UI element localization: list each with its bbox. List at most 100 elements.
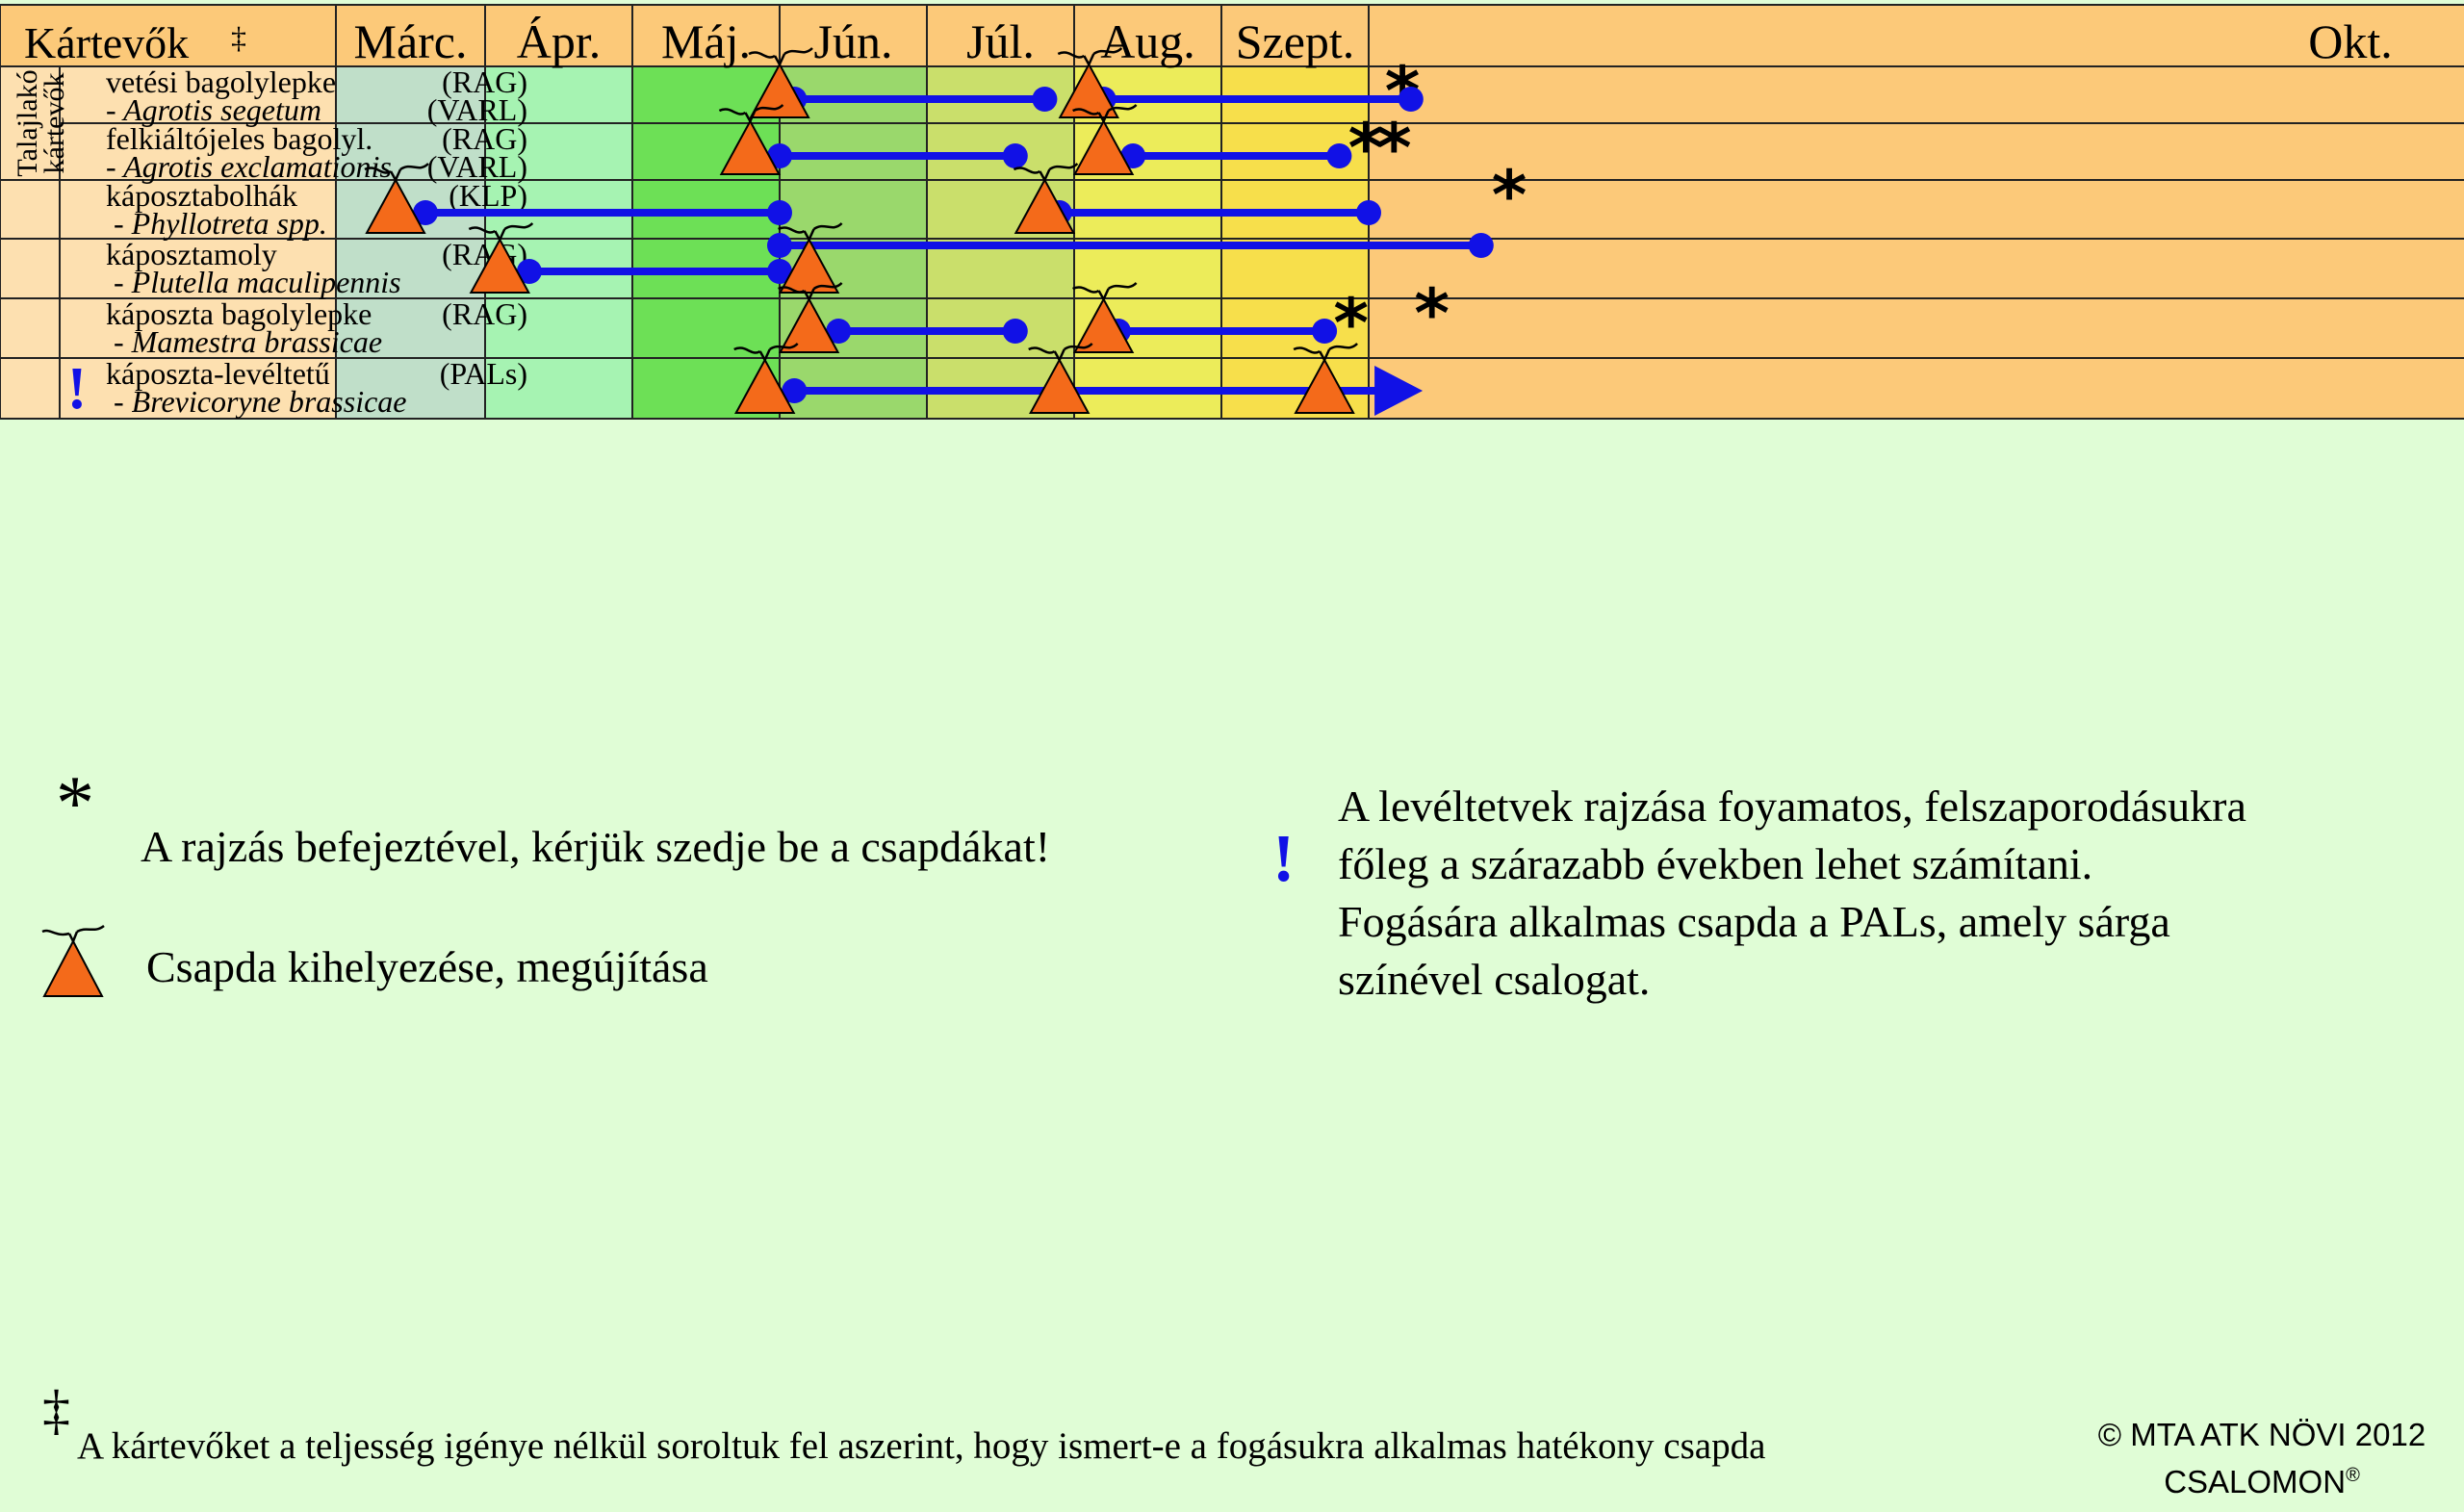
copyright-line-1: © MTA ATK NÖVI 2012 xyxy=(2097,1417,2426,1452)
bar-start-dot xyxy=(767,233,792,258)
month-column-8 xyxy=(1369,66,2464,419)
bar-end-dot xyxy=(1356,200,1381,225)
trap-icon xyxy=(1057,47,1123,118)
trap-hanger xyxy=(718,104,784,122)
pest-latin-name: - Mamestra brassicae xyxy=(114,324,382,359)
trap-icon xyxy=(1072,104,1138,175)
bar-end-dot xyxy=(1002,143,1028,168)
trap-type-1: (PALs) xyxy=(440,356,527,391)
month-label: Ápr. xyxy=(517,14,602,68)
legend-exclaim-line-3: Fogására alkalmas csapda a PALs, amely s… xyxy=(1338,897,2170,946)
trap-type-2: (VARL) xyxy=(427,149,527,184)
legend-exclaim-line-2: főleg a szárazabb években lehet számítan… xyxy=(1338,839,2093,888)
trap-body xyxy=(734,357,796,414)
bar-start-dot xyxy=(782,378,808,403)
copyright-line-2: CSALOMON® xyxy=(2069,1455,2454,1502)
pest-latin-name: - Brevicoryne brassicae xyxy=(114,384,406,419)
trap-hanger xyxy=(733,343,799,361)
month-column-1 xyxy=(336,66,485,419)
trap-icon xyxy=(1013,163,1079,234)
trap-body xyxy=(1294,357,1355,414)
month-label: Márc. xyxy=(354,14,468,68)
pest-name: káposztamoly xyxy=(106,237,277,271)
pest-name: káposzta-levéltetű xyxy=(106,356,330,391)
copyright-brand: CSALOMON xyxy=(2164,1464,2347,1499)
legend-exclaim-icon: ! xyxy=(1272,822,1296,896)
trap-hanger xyxy=(778,222,843,241)
bar-end-dot xyxy=(1468,233,1494,258)
legend-asterisk-text: A rajzás befejeztével, kérjük szedje be … xyxy=(141,822,1051,871)
pest-latin-name: - Agrotis segetum xyxy=(106,92,321,127)
month-label: Szept. xyxy=(1236,14,1355,68)
trap-type-1: (KLP) xyxy=(449,178,527,213)
pest-latin-name: - Phyllotreta spp. xyxy=(114,206,327,241)
month-label: Jún. xyxy=(814,14,893,68)
trap-body xyxy=(1072,296,1135,353)
trap-type-1: (RAG) xyxy=(442,64,527,99)
trap-icon xyxy=(364,163,429,234)
trap-body xyxy=(1014,177,1076,234)
trap-icon xyxy=(1293,343,1358,414)
chart-title: Kártevők xyxy=(24,18,189,67)
trap-hanger xyxy=(1057,47,1123,65)
pest-latin-name: - Agrotis exclamationis xyxy=(106,149,392,184)
pest-latin-name: - Plutella maculipennis xyxy=(114,265,401,299)
end-of-flight-asterisk: * xyxy=(1414,274,1450,353)
month-label: Máj. xyxy=(661,14,751,68)
end-of-flight-asterisk: * xyxy=(1376,109,1412,188)
trap-hanger xyxy=(1072,282,1138,300)
bar-end-dot xyxy=(1398,87,1424,112)
trap-body xyxy=(719,118,782,175)
bar-end-dot xyxy=(1002,319,1028,344)
chart-title-mark: ‡ xyxy=(231,20,246,55)
bar-end-dot xyxy=(1312,319,1338,344)
trap-icon xyxy=(748,47,813,118)
registered-mark: ® xyxy=(2346,1465,2360,1486)
trap-hanger xyxy=(1028,343,1093,361)
trap-body xyxy=(1058,62,1119,118)
trap-icon xyxy=(778,282,843,353)
bar-end-dot xyxy=(767,259,792,284)
bar-end-dot xyxy=(767,200,792,225)
bar-start-dot xyxy=(413,200,438,225)
end-of-flight-asterisk: * xyxy=(1348,109,1384,188)
legend-trap-text: Csapda kihelyezése, megújítása xyxy=(146,942,708,991)
trap-hanger xyxy=(1013,163,1079,181)
trap-icon xyxy=(778,222,843,294)
bar-end-dot xyxy=(1326,143,1352,168)
month-column-3 xyxy=(632,66,780,419)
trap-icon xyxy=(1028,343,1093,414)
group-label-line-2: kártevők xyxy=(38,73,70,174)
trap-type-1: (RAG) xyxy=(442,296,527,331)
month-label: Júl. xyxy=(966,14,1035,68)
trap-icon xyxy=(733,343,799,414)
trap-body xyxy=(778,296,840,353)
legend-exclaim-line-1: A levéltetvek rajzása foyamatos, felszap… xyxy=(1338,782,2246,831)
bar-end-dot xyxy=(1032,87,1058,112)
trap-hanger xyxy=(748,47,813,65)
bar-start-dot xyxy=(826,319,852,344)
pest-name: káposztabolhák xyxy=(106,178,297,213)
month-label: Okt. xyxy=(2308,14,2393,68)
trap-icon xyxy=(718,104,784,175)
continuation-arrow xyxy=(1374,366,1424,416)
pest-name: vetési bagolylepke xyxy=(106,64,336,99)
trap-hanger xyxy=(364,163,429,181)
pest-name: felkiáltójeles bagolyl. xyxy=(106,121,372,156)
exclaim-mark: ! xyxy=(67,356,88,422)
legend-exclaim-line-4: színével csalogat. xyxy=(1338,955,1651,1004)
group-label-line-1: Talajlakó xyxy=(12,69,43,176)
legend-trap-icon xyxy=(41,924,105,997)
trap-body xyxy=(1072,118,1135,175)
trap-icon xyxy=(1072,282,1138,353)
trap-body xyxy=(749,62,810,118)
trap-type-2: (VARL) xyxy=(427,92,527,127)
footnote-text: A kártevőket a teljesség igénye nélkül s… xyxy=(77,1425,1766,1467)
trap-hanger xyxy=(1072,104,1138,122)
pest-name: káposzta bagolylepke xyxy=(106,296,372,331)
trap-hanger xyxy=(1293,343,1358,361)
trap-body xyxy=(469,237,530,294)
trap-hanger xyxy=(778,282,843,300)
end-of-flight-asterisk: * xyxy=(1333,284,1369,363)
month-label: Aug. xyxy=(1100,14,1195,68)
